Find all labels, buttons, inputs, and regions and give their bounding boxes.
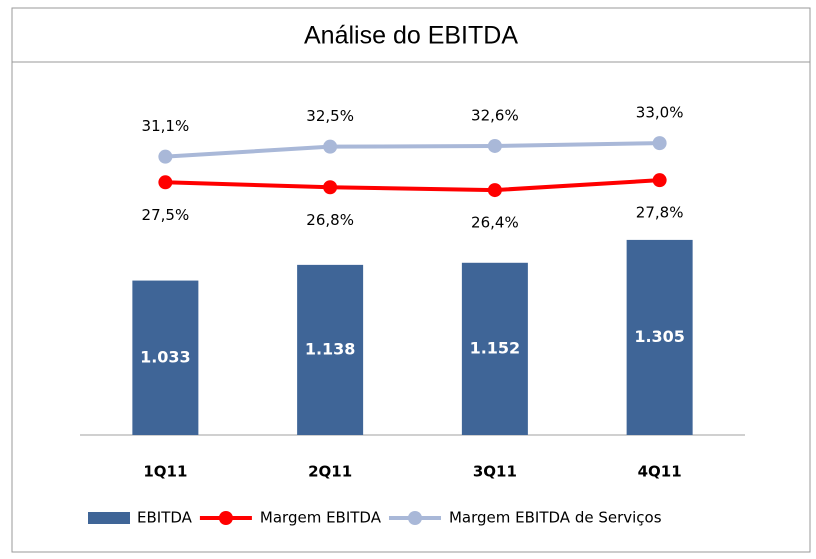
bar-label: 1.033 xyxy=(140,347,191,366)
bar-label: 1.138 xyxy=(305,339,356,358)
line-point xyxy=(158,149,173,164)
bar xyxy=(297,264,364,435)
bar-label: 1.152 xyxy=(470,338,521,357)
legend-swatch xyxy=(88,512,130,524)
line-point xyxy=(323,139,338,154)
point-label: 32,6% xyxy=(471,106,519,124)
chart-title: Análise do EBITDA xyxy=(304,22,518,50)
x-tick-label: 1Q11 xyxy=(143,463,187,481)
bar xyxy=(461,262,528,435)
point-label: 26,4% xyxy=(471,214,519,232)
line-point xyxy=(487,183,502,198)
legend-swatch xyxy=(407,511,422,525)
line-point xyxy=(652,136,667,151)
bar xyxy=(132,280,199,435)
point-label: 27,5% xyxy=(142,206,190,224)
legend-swatch xyxy=(218,511,233,525)
line-point xyxy=(652,173,667,188)
x-tick-label: 3Q11 xyxy=(473,463,517,481)
line xyxy=(165,141,660,159)
bar xyxy=(626,239,693,435)
bar-label: 1.305 xyxy=(634,327,685,346)
legend-label: EBITDA xyxy=(137,509,193,527)
point-label: 27,8% xyxy=(636,204,684,222)
line-point xyxy=(158,175,173,190)
point-label: 31,1% xyxy=(142,117,190,135)
point-label: 26,8% xyxy=(306,211,354,229)
point-label: 32,5% xyxy=(306,107,354,125)
x-tick-label: 2Q11 xyxy=(308,463,352,481)
line xyxy=(165,178,660,193)
point-label: 33,0% xyxy=(636,104,684,122)
legend-label: Margem EBITDA de Serviços xyxy=(449,509,662,527)
line-point xyxy=(487,138,502,153)
legend-label: Margem EBITDA xyxy=(260,509,382,527)
line-point xyxy=(323,180,338,195)
x-tick-label: 4Q11 xyxy=(638,463,682,481)
